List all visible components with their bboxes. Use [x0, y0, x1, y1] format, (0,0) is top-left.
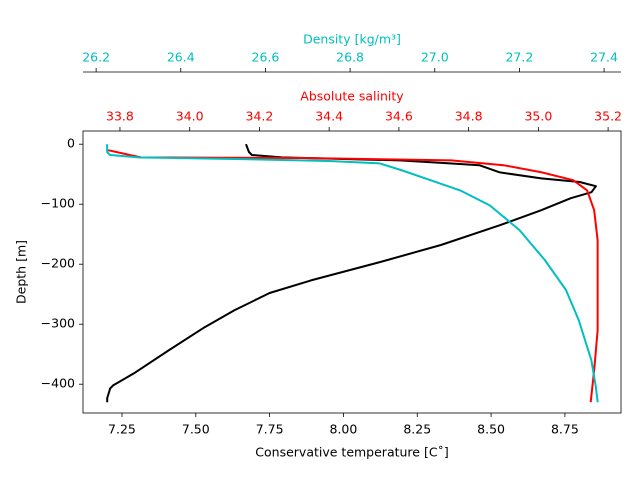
x-tick-label: 8.25: [403, 422, 431, 437]
x-tick-label: 35.2: [594, 109, 622, 124]
x-tick-label: 34.0: [176, 109, 204, 124]
x-tick-label: 26.2: [82, 50, 110, 65]
x-tick-label: 26.6: [252, 50, 280, 65]
y-tick-label: −200: [41, 256, 75, 271]
x-tick-label: 27.0: [421, 50, 449, 65]
x-tick-label: 27.2: [505, 50, 533, 65]
x-tick-label: 8.00: [330, 422, 358, 437]
x-tick-label: 26.4: [167, 50, 195, 65]
x-tick-label: 34.8: [455, 109, 483, 124]
x-tick-label: 7.50: [182, 422, 210, 437]
x-tick-label: 34.2: [246, 109, 274, 124]
x-tick-label: 34.6: [385, 109, 413, 124]
x-tick-label: 27.4: [590, 50, 618, 65]
profile-line: [106, 143, 597, 403]
x-axis-label: Density [kg/m³]: [303, 32, 401, 47]
x-tick-label: 26.8: [336, 50, 364, 65]
x-tick-label: 33.8: [106, 109, 134, 124]
y-tick-label: 0: [67, 136, 75, 151]
x-tick-label: 8.50: [477, 422, 505, 437]
x-tick-label: 7.75: [256, 422, 284, 437]
x-axis-label: Absolute salinity: [300, 89, 404, 104]
y-axis-label: Depth [m]: [14, 240, 29, 304]
x-tick-label: 34.4: [315, 109, 343, 124]
plot-frame: [82, 130, 622, 414]
y-tick-label: −300: [41, 316, 75, 331]
x-tick-label: 7.25: [108, 422, 136, 437]
profile-line: [107, 149, 599, 403]
x-tick-label: 35.0: [524, 109, 552, 124]
y-tick-label: −400: [41, 376, 75, 391]
x-tick-label: 8.75: [551, 422, 579, 437]
y-tick-label: −100: [41, 196, 75, 211]
x-axis-label: Conservative temperature [C˚]: [255, 445, 448, 460]
profile-line: [106, 144, 599, 403]
